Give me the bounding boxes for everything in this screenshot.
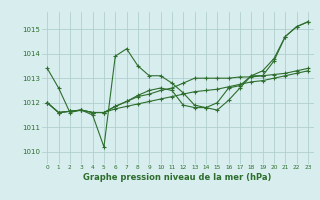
X-axis label: Graphe pression niveau de la mer (hPa): Graphe pression niveau de la mer (hPa)	[84, 173, 272, 182]
